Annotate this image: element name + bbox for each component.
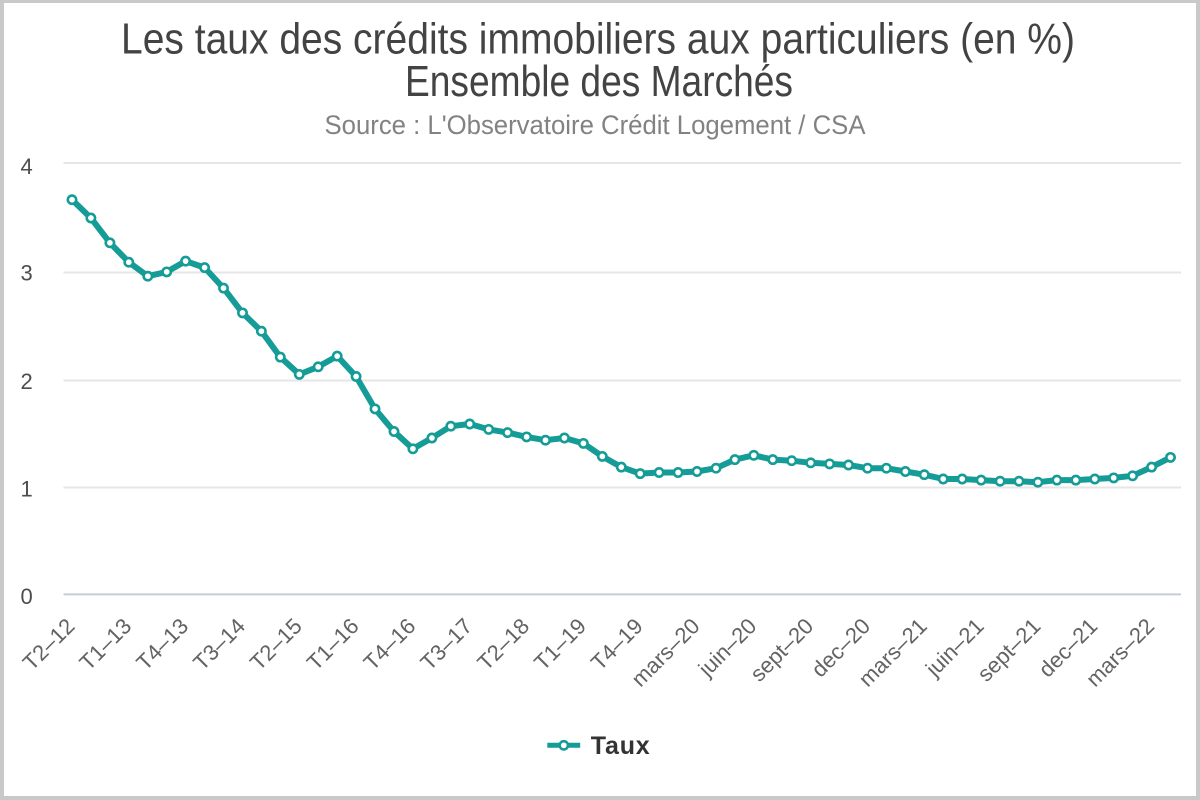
svg-text:4: 4 xyxy=(20,154,32,179)
svg-text:Taux: Taux xyxy=(591,732,651,760)
svg-text:Ensemble des Marchés: Ensemble des Marchés xyxy=(405,57,793,106)
svg-text:1: 1 xyxy=(20,476,32,501)
svg-text:0: 0 xyxy=(20,584,32,609)
svg-text:Source : L'Observatoire Crédit: Source : L'Observatoire Crédit Logement … xyxy=(325,110,866,140)
svg-text:Les taux des crédits immobilie: Les taux des crédits immobiliers aux par… xyxy=(121,14,1075,63)
svg-text:3: 3 xyxy=(20,261,32,286)
svg-text:2: 2 xyxy=(20,369,32,394)
